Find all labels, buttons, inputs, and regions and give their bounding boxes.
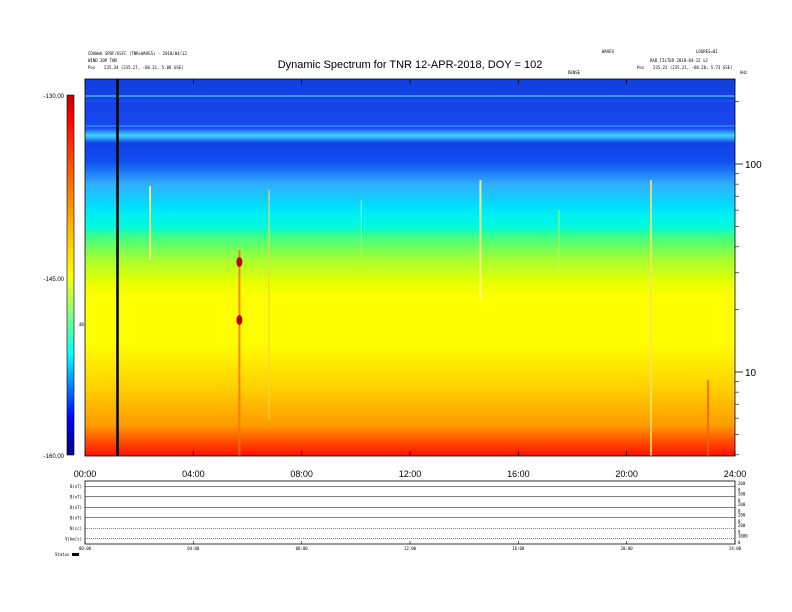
- top-right-unit: kHz: [740, 70, 748, 75]
- header-source-text: CDAWeb SPDF/GSFC (TNR+WAVES) - 2018/04/1…: [88, 51, 187, 56]
- intense-emission-spot: [236, 315, 243, 325]
- x-tick-label: 24:00: [724, 469, 747, 479]
- panel-right-tick: 200: [738, 502, 746, 507]
- bottom-x-tick-label: 24:00: [729, 546, 742, 551]
- colorbar-tick-mid: -145.00: [44, 277, 65, 283]
- panel-label: N(cc): [70, 526, 82, 531]
- panel-right-tick: 0: [738, 530, 741, 535]
- mini-label: DENSE: [568, 70, 581, 75]
- footer-label: Status: [55, 552, 70, 557]
- x-axis: 00:00 04:00 08:00 12:00 16:00 20:00 24:00: [74, 79, 747, 479]
- bottom-x-tick-label: 20:00: [621, 546, 634, 551]
- colorbar-tick-top: -130.00: [44, 94, 65, 100]
- panel-label: B(nT): [70, 505, 82, 510]
- panel-label: B(nT): [70, 494, 82, 499]
- panel-right-tick: 0: [738, 498, 741, 503]
- bottom-x-tick-label: 04:00: [187, 546, 200, 551]
- panel-right-tick: 200: [738, 492, 746, 497]
- header-right-line2: RAD_FILTER 2018-04-12 v2: [650, 58, 708, 63]
- intense-emission-spot: [236, 257, 243, 267]
- panel-label: B(nT): [70, 515, 82, 520]
- spectrogram-streaks: [85, 95, 735, 456]
- panel-right-tick: 200: [738, 523, 746, 528]
- bottom-x-axis: 00:00 04:00 08:00 12:00 16:00 20:00 24:00: [79, 541, 742, 551]
- header-pos-left-value: 235.34 (235.27, -68.31, 5.88 GSE): [104, 65, 183, 70]
- header-center-tag: WAVES: [602, 49, 615, 54]
- header-pos-right-label: Pos: [637, 65, 645, 70]
- x-tick-label: 00:00: [74, 469, 97, 479]
- panel-label: V(km/s): [65, 536, 82, 541]
- panel-right-tick: 0: [738, 519, 741, 524]
- header-pos-left-label: Pos: [88, 65, 96, 70]
- panel-right-tick: 200: [738, 481, 746, 486]
- panel-right-tick: 0: [738, 509, 741, 514]
- panel-right-tick: 0: [738, 488, 741, 493]
- y-tick-label: 100: [745, 160, 762, 171]
- panel-right-tick: 1000: [738, 534, 748, 539]
- header-right-line1: LOGRES=81: [696, 49, 718, 54]
- bottom-panels: B(nT)2000B(nT)2000B(nT)2000B(nT)2000N(cc…: [65, 481, 748, 545]
- x-tick-label: 12:00: [399, 469, 422, 479]
- x-tick-label: 20:00: [615, 469, 638, 479]
- y-axis-right: 10 100: [735, 101, 762, 456]
- spectrogram: [85, 79, 735, 456]
- x-tick-label: 16:00: [507, 469, 530, 479]
- colorbar: [66, 94, 75, 456]
- bottom-x-tick-label: 12:00: [404, 546, 417, 551]
- bottom-x-tick-label: 16:00: [512, 546, 525, 551]
- y-tick-label: 10: [745, 368, 757, 379]
- x-tick-label: 04:00: [182, 469, 205, 479]
- bottom-x-tick-label: 00:00: [79, 546, 92, 551]
- footer-marker: [72, 553, 79, 556]
- bottom-x-tick-label: 08:00: [296, 546, 309, 551]
- x-tick-label: 08:00: [290, 469, 313, 479]
- header-pos-right-value: 235.22 (235.21, -68.28, 5.73 GSE): [653, 65, 732, 70]
- spectrogram-background: [85, 79, 735, 456]
- colorbar-tick-bottom: -160.00: [44, 454, 65, 460]
- chart-title: Dynamic Spectrum for TNR 12-APR-2018, DO…: [278, 59, 543, 71]
- colorbar-label: dB: [79, 322, 84, 327]
- panel-right-tick: 200: [738, 513, 746, 518]
- panel-right-tick: 0: [738, 540, 741, 545]
- panel-label: B(nT): [70, 484, 82, 489]
- header-instrument-text: WIND 3DP TNR: [88, 58, 117, 63]
- bottom-panels-frame: [84, 480, 736, 545]
